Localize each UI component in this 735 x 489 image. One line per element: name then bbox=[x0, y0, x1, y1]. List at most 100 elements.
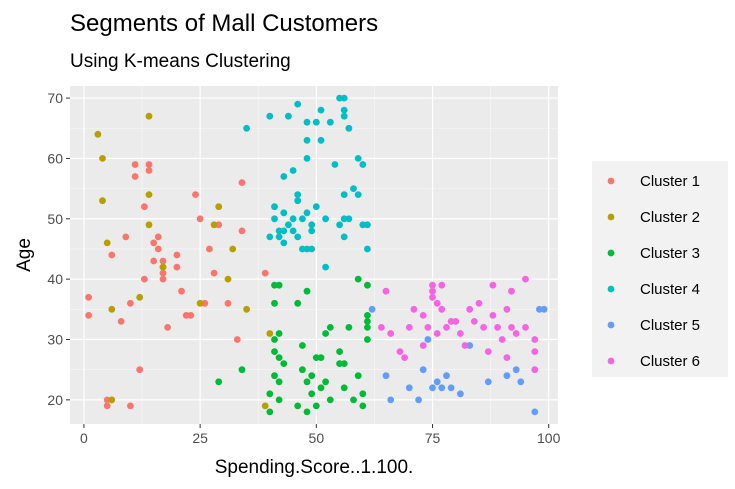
data-point bbox=[136, 366, 143, 373]
data-point bbox=[541, 306, 548, 313]
legend-label: Cluster 4 bbox=[640, 281, 700, 298]
data-point bbox=[359, 390, 366, 397]
data-point bbox=[420, 312, 427, 319]
data-point bbox=[280, 240, 287, 247]
data-point bbox=[359, 403, 366, 410]
data-point bbox=[341, 107, 348, 114]
data-point bbox=[271, 372, 278, 379]
y-tick-label: 20 bbox=[47, 392, 63, 408]
data-point bbox=[448, 384, 455, 391]
legend-key bbox=[608, 178, 615, 185]
data-point bbox=[276, 330, 283, 337]
data-point bbox=[262, 403, 269, 410]
data-point bbox=[318, 354, 325, 361]
data-point bbox=[225, 276, 232, 283]
data-point bbox=[104, 240, 111, 247]
data-point bbox=[146, 161, 153, 168]
data-point bbox=[406, 324, 413, 331]
data-point bbox=[294, 101, 301, 108]
y-tick-label: 60 bbox=[47, 150, 63, 166]
data-point bbox=[513, 366, 520, 373]
data-point bbox=[280, 360, 287, 367]
data-point bbox=[304, 119, 311, 126]
data-point bbox=[150, 258, 157, 265]
data-point bbox=[155, 246, 162, 253]
data-point bbox=[438, 306, 445, 313]
data-point bbox=[108, 306, 115, 313]
data-point bbox=[490, 312, 497, 319]
data-point bbox=[304, 288, 311, 295]
data-point bbox=[383, 288, 390, 295]
data-point bbox=[271, 203, 278, 210]
data-point bbox=[332, 161, 339, 168]
data-point bbox=[85, 294, 92, 301]
data-point bbox=[108, 252, 115, 259]
data-point bbox=[294, 197, 301, 204]
data-point bbox=[318, 384, 325, 391]
data-point bbox=[308, 228, 315, 235]
legend-key bbox=[608, 214, 615, 221]
data-point bbox=[308, 372, 315, 379]
data-point bbox=[308, 390, 315, 397]
data-point bbox=[452, 318, 459, 325]
data-point bbox=[364, 318, 371, 325]
data-point bbox=[350, 185, 357, 192]
data-point bbox=[341, 384, 348, 391]
data-point bbox=[327, 119, 334, 126]
data-point bbox=[420, 342, 427, 349]
data-point bbox=[160, 270, 167, 277]
data-point bbox=[369, 306, 376, 313]
data-point bbox=[266, 234, 273, 241]
x-axis-ticks: 0 25 50 75 100 bbox=[80, 424, 561, 446]
x-tick-label: 100 bbox=[537, 430, 561, 446]
data-point bbox=[438, 282, 445, 289]
y-tick-label: 50 bbox=[47, 211, 63, 227]
data-point bbox=[494, 324, 501, 331]
data-point bbox=[211, 270, 218, 277]
data-point bbox=[108, 397, 115, 404]
data-point bbox=[434, 330, 441, 337]
data-point bbox=[471, 318, 478, 325]
legend-key bbox=[608, 358, 615, 365]
x-tick-label: 50 bbox=[309, 430, 325, 446]
data-point bbox=[387, 397, 394, 404]
data-point bbox=[364, 312, 371, 319]
data-point bbox=[234, 336, 241, 343]
data-point bbox=[304, 209, 311, 216]
data-point bbox=[118, 318, 125, 325]
data-point bbox=[499, 336, 506, 343]
data-point bbox=[304, 137, 311, 144]
data-point bbox=[178, 288, 185, 295]
data-point bbox=[127, 300, 134, 307]
data-point bbox=[304, 155, 311, 162]
data-point bbox=[271, 215, 278, 222]
legend-label: Cluster 2 bbox=[640, 209, 700, 226]
data-point bbox=[350, 397, 357, 404]
data-point bbox=[266, 390, 273, 397]
data-point bbox=[146, 221, 153, 228]
data-point bbox=[136, 294, 143, 301]
data-point bbox=[531, 348, 538, 355]
chart-subtitle: Using K-means Clustering bbox=[70, 51, 291, 72]
data-point bbox=[197, 300, 204, 307]
data-point bbox=[308, 221, 315, 228]
data-point bbox=[104, 403, 111, 410]
data-point bbox=[285, 221, 292, 228]
data-point bbox=[378, 324, 385, 331]
data-point bbox=[276, 354, 283, 361]
legend-label: Cluster 1 bbox=[640, 173, 700, 190]
data-point bbox=[290, 215, 297, 222]
legend-label: Cluster 6 bbox=[640, 353, 700, 370]
data-point bbox=[266, 113, 273, 120]
data-point bbox=[229, 246, 236, 253]
data-point bbox=[420, 366, 427, 373]
data-point bbox=[290, 167, 297, 174]
legend-key bbox=[608, 250, 615, 257]
data-point bbox=[522, 276, 529, 283]
data-point bbox=[531, 409, 538, 416]
data-point bbox=[150, 240, 157, 247]
data-point bbox=[415, 397, 422, 404]
data-point bbox=[285, 113, 292, 120]
data-point bbox=[355, 372, 362, 379]
y-tick-label: 70 bbox=[47, 90, 63, 106]
